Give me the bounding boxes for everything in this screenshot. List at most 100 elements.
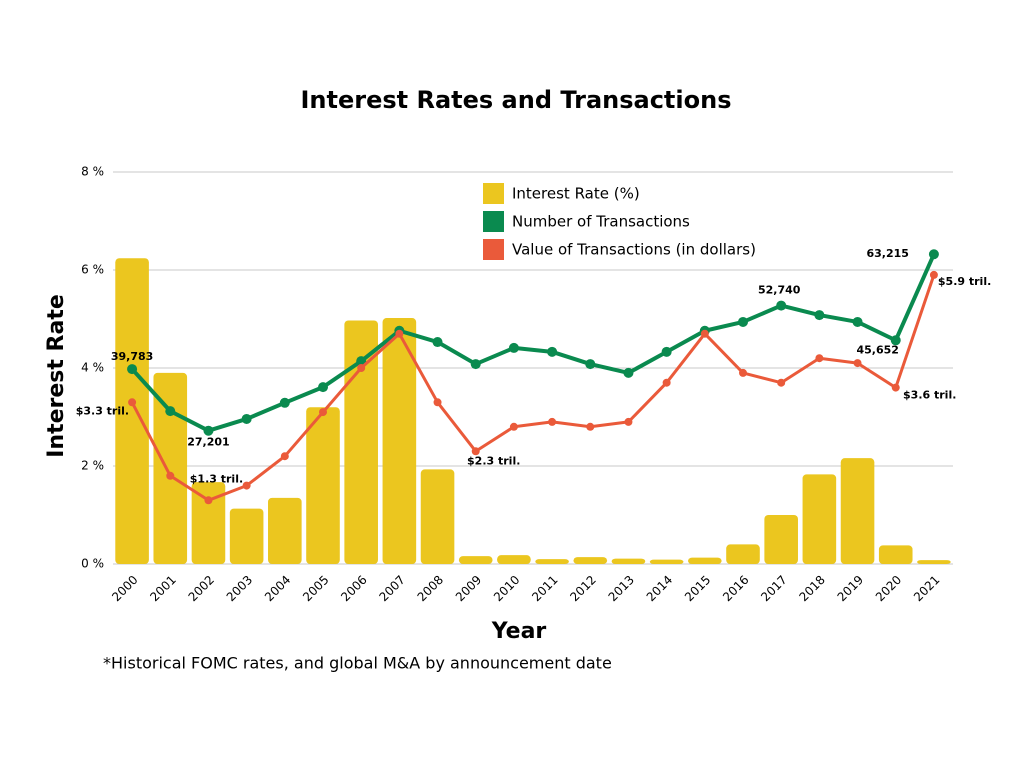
point <box>815 354 824 363</box>
data-label: 27,201 <box>187 436 229 449</box>
point <box>814 310 825 321</box>
bar <box>420 469 455 564</box>
x-tick-label: 2012 <box>567 573 598 604</box>
x-tick-label: 2007 <box>376 573 407 604</box>
point <box>318 382 328 393</box>
data-label: 39,783 <box>111 350 153 363</box>
point <box>319 408 327 417</box>
point <box>166 471 175 480</box>
bar <box>726 544 760 564</box>
x-axis-label: Year <box>491 619 547 644</box>
data-label: $2.3 tril. <box>467 454 520 467</box>
x-tick-label: 2009 <box>453 573 484 604</box>
bar <box>268 497 302 564</box>
point <box>623 367 634 378</box>
point <box>586 422 595 431</box>
y-axis-label: Interest Rate <box>44 294 69 458</box>
bar <box>802 474 837 564</box>
point <box>509 422 518 431</box>
bar <box>306 407 340 564</box>
bar <box>878 545 913 564</box>
bar <box>344 320 378 564</box>
legend-swatch <box>483 239 504 260</box>
data-label: $1.3 tril. <box>190 472 243 485</box>
x-tick-label: 2000 <box>109 573 140 604</box>
bar <box>153 372 188 564</box>
bar <box>535 559 569 564</box>
point <box>433 398 442 407</box>
legend-label: Value of Transactions (in dollars) <box>512 241 756 259</box>
chart-title: Interest Rates and Transactions <box>301 86 732 114</box>
x-tick-label: 2010 <box>491 573 522 604</box>
point <box>356 356 367 367</box>
y-tick-label: 4 % <box>81 361 104 375</box>
x-tick-label: 2021 <box>911 573 942 604</box>
point <box>241 413 252 424</box>
point <box>928 249 939 260</box>
legend-swatch <box>483 211 504 232</box>
x-tick-label: 2018 <box>796 573 827 604</box>
x-tick-label: 2004 <box>262 573 293 604</box>
point <box>242 481 251 490</box>
bar <box>497 555 531 564</box>
x-tick-label: 2002 <box>186 573 217 604</box>
data-label: 45,652 <box>857 343 899 356</box>
point <box>357 364 366 372</box>
point <box>739 368 747 377</box>
x-tick-label: 2001 <box>147 573 178 604</box>
bar <box>688 557 722 564</box>
point <box>128 398 137 407</box>
bar <box>229 508 264 564</box>
bar <box>917 560 951 564</box>
x-tick-label: 2015 <box>682 573 713 604</box>
x-tick-label: 2006 <box>338 573 369 604</box>
point <box>204 496 213 505</box>
x-tick-label: 2017 <box>758 573 789 604</box>
bar <box>573 557 608 564</box>
point <box>395 329 404 338</box>
data-label: $5.9 tril. <box>938 275 991 288</box>
bar <box>382 318 417 564</box>
y-tick-label: 0 % <box>81 557 104 571</box>
bar <box>649 559 684 564</box>
bar <box>458 556 493 564</box>
point <box>508 342 519 353</box>
x-tick-label: 2003 <box>224 573 255 604</box>
point <box>432 337 443 348</box>
line <box>130 274 936 502</box>
point <box>700 329 709 338</box>
line <box>130 253 936 433</box>
point <box>470 359 481 370</box>
point <box>929 270 938 279</box>
x-tick-label: 2016 <box>720 573 751 604</box>
x-tick-label: 2011 <box>529 573 560 604</box>
x-tick-label: 2008 <box>415 573 446 604</box>
point <box>280 452 289 461</box>
point <box>853 359 862 368</box>
point <box>547 346 558 357</box>
bar <box>191 482 226 564</box>
point <box>890 335 901 346</box>
point <box>165 406 176 417</box>
point <box>891 383 900 392</box>
point <box>777 378 786 387</box>
point <box>852 316 863 327</box>
point <box>776 300 787 311</box>
point <box>471 447 480 456</box>
legend-label: Interest Rate (%) <box>512 185 640 203</box>
data-label: 63,215 <box>866 247 908 260</box>
data-label: $3.6 tril. <box>903 389 956 402</box>
point <box>127 364 138 375</box>
data-label: $3.3 tril. <box>76 404 129 417</box>
x-tick-label: 2005 <box>300 573 331 604</box>
point <box>624 417 633 426</box>
point <box>661 346 672 357</box>
bar <box>764 515 798 564</box>
point <box>203 425 214 436</box>
y-tick-label: 6 % <box>81 263 104 277</box>
data-label: 52,740 <box>758 284 801 297</box>
x-tick-label: 2020 <box>873 573 904 604</box>
bar <box>115 258 149 564</box>
footnote: *Historical FOMC rates, and global M&A b… <box>103 654 612 673</box>
